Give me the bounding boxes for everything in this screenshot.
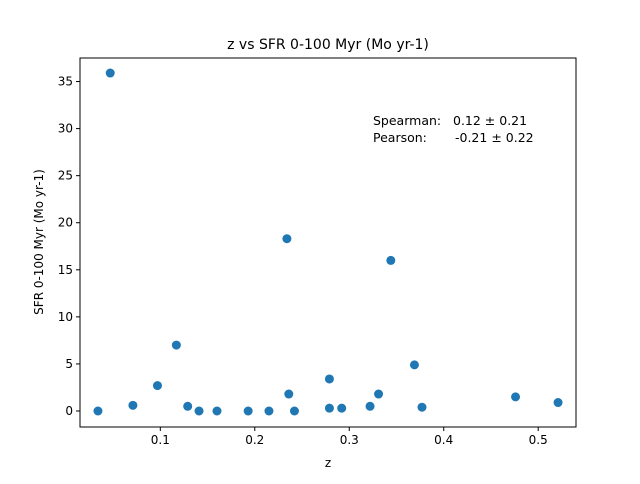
y-tick-label: 35 <box>58 75 73 89</box>
plot-frame <box>79 57 577 428</box>
y-tick-label: 5 <box>65 357 73 371</box>
pearson-value: -0.21 ± 0.22 <box>455 130 534 145</box>
scatter-point <box>93 406 103 416</box>
scatter-point <box>409 360 419 370</box>
y-tick-label: 0 <box>65 404 73 418</box>
scatter-point <box>324 403 334 413</box>
correlation-annotation: Spearman: 0.12 ± 0.21 Pearson: -0.21 ± 0… <box>373 113 534 145</box>
y-tick-label: 20 <box>58 216 73 230</box>
y-tick-label: 25 <box>58 169 73 183</box>
scatter-point <box>243 406 253 416</box>
scatter-point <box>194 406 204 416</box>
plot-area <box>79 57 577 428</box>
scatter-point <box>284 389 294 399</box>
scatter-point <box>365 401 375 411</box>
scatter-point <box>337 403 347 413</box>
chart-title: z vs SFR 0-100 Myr (Mo yr-1) <box>227 37 429 53</box>
spearman-value: 0.12 ± 0.21 <box>453 113 527 128</box>
scatter-point <box>152 381 162 391</box>
x-axis-label: z <box>325 456 331 470</box>
scatter-point <box>289 406 299 416</box>
y-axis-label: SFR 0-100 Myr (Mo yr-1) <box>32 169 46 315</box>
data-points <box>93 68 563 416</box>
spearman-label: Spearman: <box>373 113 441 128</box>
scatter-point <box>553 398 563 408</box>
y-axis-ticks: 0 5 10 15 20 25 30 35 <box>58 75 80 418</box>
scatter-point <box>212 406 222 416</box>
scatter-point <box>128 400 138 410</box>
scatter-point <box>417 402 427 412</box>
x-tick-label: 0.1 <box>151 433 170 447</box>
scatter-point <box>386 255 396 265</box>
scatter-point <box>183 401 193 411</box>
x-tick-label: 0.2 <box>245 433 264 447</box>
scatter-point <box>324 374 334 384</box>
y-tick-label: 30 <box>58 122 73 136</box>
x-tick-label: 0.3 <box>340 433 359 447</box>
pearson-label: Pearson: <box>373 130 427 145</box>
x-tick-label: 0.4 <box>434 433 453 447</box>
scatter-point <box>374 389 384 399</box>
x-tick-label: 0.5 <box>529 433 548 447</box>
scatter-point <box>171 340 181 350</box>
scatter-point <box>264 406 274 416</box>
scatter-point <box>105 68 115 78</box>
x-axis-ticks: 0.1 0.2 0.3 0.4 0.5 <box>151 427 548 447</box>
y-tick-label: 15 <box>58 263 73 277</box>
scatter-point <box>511 392 521 402</box>
y-tick-label: 10 <box>58 310 73 324</box>
scatter-point <box>282 234 292 244</box>
